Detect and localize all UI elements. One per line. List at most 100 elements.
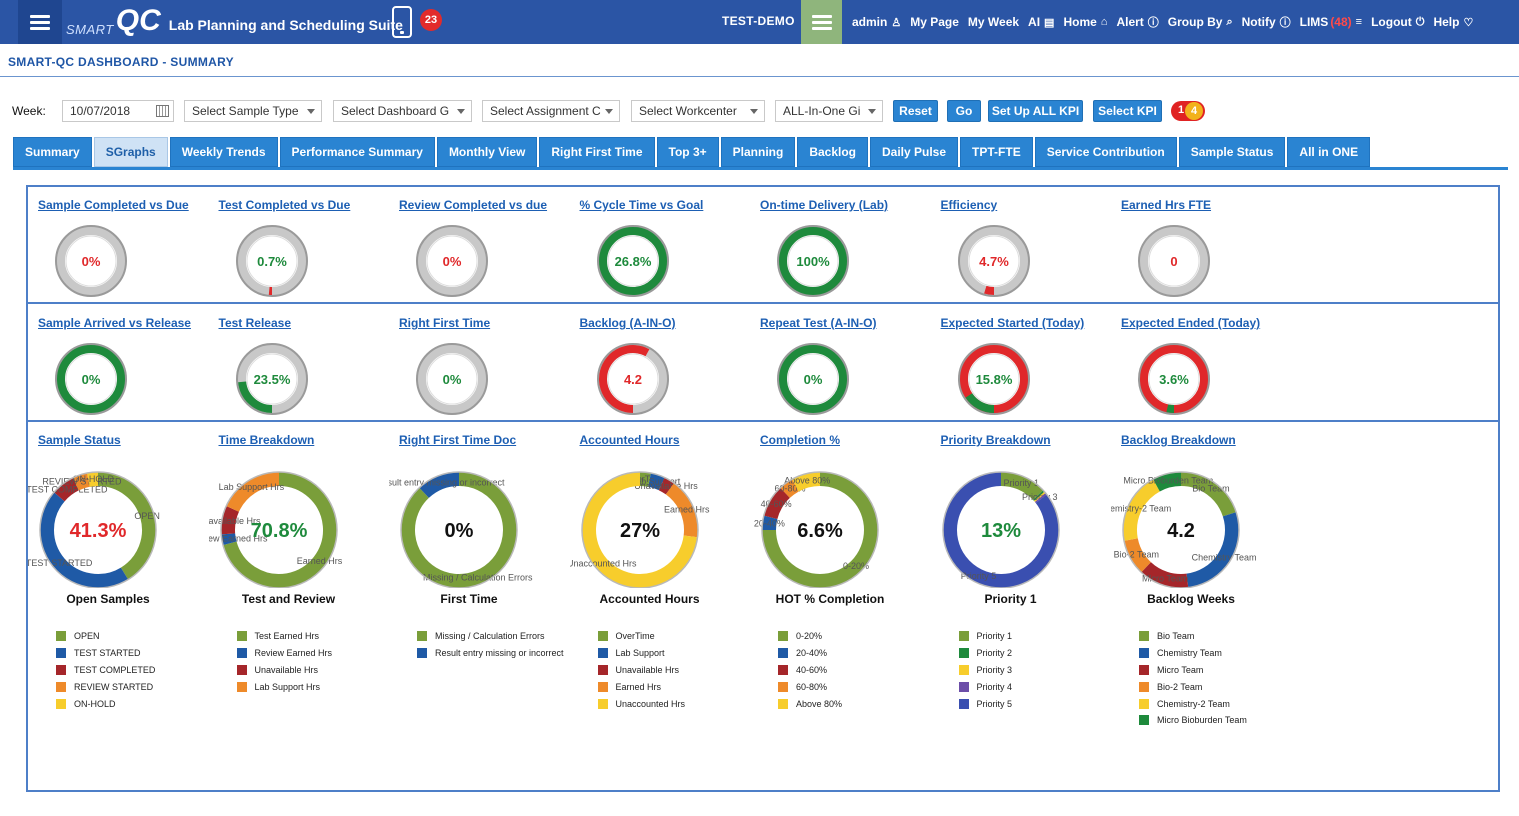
nav-my-page[interactable]: My Page <box>910 15 959 29</box>
kpi-gauge-title[interactable]: Test Release <box>218 316 292 330</box>
kpi-gauge-title[interactable]: Test Completed vs Due <box>218 198 351 212</box>
tab-summary[interactable]: Summary <box>13 137 92 167</box>
donut-slice[interactable] <box>665 483 698 538</box>
donut-slice[interactable] <box>1180 472 1237 517</box>
donut-chart-title[interactable]: Right First Time Doc <box>399 433 517 447</box>
legend-item[interactable]: OverTime <box>597 628 686 645</box>
tab-weekly-trends[interactable]: Weekly Trends <box>169 137 278 167</box>
donut-slice[interactable] <box>40 492 129 588</box>
legend-item[interactable]: Unaccounted Hrs <box>597 695 685 712</box>
donut-slice[interactable] <box>942 472 1059 588</box>
legend-item[interactable]: ON-HOLD <box>56 695 155 712</box>
select-kpi-button[interactable]: Select KPI <box>1093 100 1162 122</box>
nav-home[interactable]: Home ⌂ <box>1063 15 1107 29</box>
donut-chart-title[interactable]: Completion % <box>760 433 840 447</box>
dashboard-group-select[interactable]: Select Dashboard G <box>333 100 472 122</box>
donut-slice[interactable] <box>1123 479 1161 541</box>
go-button[interactable]: Go <box>947 100 981 122</box>
nav-lims[interactable]: LIMS (48) ≡ <box>1300 15 1362 29</box>
legend-item[interactable]: Micro Team <box>1139 662 1247 679</box>
legend-item[interactable]: REVIEW STARTED <box>56 678 155 695</box>
legend-item[interactable]: Review Earned Hrs <box>236 645 332 662</box>
nav-group-by[interactable]: Group By ⌕ <box>1168 15 1233 29</box>
assignment-select[interactable]: Select Assignment C <box>482 100 620 122</box>
donut-chart-title[interactable]: Time Breakdown <box>218 433 315 447</box>
legend-item[interactable]: 20-40% <box>778 645 842 662</box>
kpi-gauge-title[interactable]: Repeat Test (A-IN-O) <box>760 316 877 330</box>
tab-sgraphs[interactable]: SGraphs <box>93 137 168 167</box>
kpi-gauge-title[interactable]: Sample Arrived vs Release <box>38 316 191 330</box>
legend-item[interactable]: 0-20% <box>778 628 842 645</box>
donut-slice[interactable] <box>1034 493 1047 504</box>
nav-logout[interactable]: Logout ⏻ <box>1371 15 1424 29</box>
donut-slice[interactable] <box>419 472 460 499</box>
donut-slice[interactable] <box>762 515 778 531</box>
donut-slice[interactable] <box>220 505 239 535</box>
legend-item[interactable]: Above 80% <box>778 695 842 712</box>
legend-item[interactable]: TEST STARTED <box>56 645 155 662</box>
legend-item[interactable]: Bio-2 Team <box>1139 678 1247 695</box>
legend-item[interactable]: Lab Support <box>597 645 686 662</box>
nav-notify[interactable]: Notify ⓘ <box>1242 14 1291 30</box>
workcenter-select[interactable]: Select Workcenter <box>631 100 765 122</box>
donut-slice[interactable] <box>581 472 698 588</box>
donut-slice[interactable] <box>87 472 99 487</box>
tab-top-3[interactable]: Top 3+ <box>656 137 719 167</box>
all-in-one-select[interactable]: ALL-In-One Gi <box>775 100 883 122</box>
legend-item[interactable]: 40-60% <box>778 662 842 679</box>
legend-item[interactable]: Micro Bioburden Team <box>1139 712 1247 729</box>
tab-performance-summary[interactable]: Performance Summary <box>279 137 435 167</box>
legend-item[interactable]: Result entry missing or incorrect <box>417 645 564 662</box>
tab-sample-status[interactable]: Sample Status <box>1178 137 1286 167</box>
donut-slice[interactable] <box>222 472 337 588</box>
legend-item[interactable]: TEST COMPLETED <box>56 662 155 679</box>
nav-admin[interactable]: admin ♙ <box>852 15 901 29</box>
notification-count-badge[interactable]: 23 <box>420 9 442 31</box>
legend-item[interactable]: Earned Hrs <box>597 678 686 695</box>
donut-slice[interactable] <box>780 479 799 499</box>
donut-slice[interactable] <box>1124 537 1152 573</box>
kpi-gauge-title[interactable]: Expected Ended (Today) <box>1121 316 1261 330</box>
donut-slice[interactable] <box>97 472 156 580</box>
legend-item[interactable]: Priority 4 <box>958 678 1012 695</box>
kpi-gauge-title[interactable]: On-time Delivery (Lab) <box>760 198 889 212</box>
nav-alert[interactable]: Alert ⓘ <box>1116 14 1158 30</box>
kpi-gauge-title[interactable]: Review Completed vs due <box>399 198 548 212</box>
donut-slice[interactable] <box>220 533 237 546</box>
donut-slice[interactable] <box>1186 512 1239 588</box>
main-menu-button[interactable] <box>18 0 62 44</box>
legend-item[interactable]: Unavailable Hrs <box>236 662 333 679</box>
kpi-gauge-title[interactable]: % Cycle Time vs Goal <box>579 198 704 212</box>
donut-slice[interactable] <box>54 477 80 502</box>
kpi-gauge-title[interactable]: Earned Hrs FTE <box>1121 198 1212 212</box>
legend-item[interactable]: Priority 2 <box>958 645 1012 662</box>
secondary-menu-button[interactable] <box>801 0 842 44</box>
legend-item[interactable]: Priority 5 <box>958 695 1012 712</box>
reset-button[interactable]: Reset <box>893 100 938 122</box>
nav-help[interactable]: Help ♡ <box>1433 15 1473 29</box>
sample-type-select[interactable]: Select Sample Type <box>184 100 322 122</box>
donut-slice[interactable] <box>639 472 651 487</box>
legend-item[interactable]: Test Earned Hrs <box>236 628 333 645</box>
legend-item[interactable]: Unavailable Hrs <box>597 662 686 679</box>
donut-slice[interactable] <box>1000 472 1043 501</box>
donut-slice[interactable] <box>1032 490 1045 501</box>
kpi-count-badge[interactable]: 1 4 <box>1171 101 1205 121</box>
donut-chart-title[interactable]: Sample Status <box>38 433 121 447</box>
tab-all-in-one[interactable]: All in ONE <box>1287 137 1371 167</box>
legend-item[interactable]: Bio Team <box>1139 628 1247 645</box>
donut-slice[interactable] <box>225 472 279 513</box>
legend-item[interactable]: Lab Support Hrs <box>236 678 333 695</box>
week-date-input[interactable]: 10/07/2018 <box>62 100 174 122</box>
legend-item[interactable]: Missing / Calculation Errors <box>417 628 564 645</box>
tab-backlog[interactable]: Backlog <box>797 137 868 167</box>
kpi-gauge-title[interactable]: Sample Completed vs Due <box>38 198 189 212</box>
kpi-gauge-title[interactable]: Expected Started (Today) <box>940 316 1085 330</box>
kpi-gauge-title[interactable]: Efficiency <box>940 198 998 212</box>
nav-ai[interactable]: AI ▤ <box>1028 15 1054 29</box>
legend-item[interactable]: Priority 1 <box>958 628 1012 645</box>
calendar-icon[interactable] <box>156 105 169 117</box>
donut-slice[interactable] <box>72 473 90 491</box>
donut-chart-title[interactable]: Priority Breakdown <box>940 433 1051 447</box>
donut-slice[interactable] <box>658 477 674 495</box>
